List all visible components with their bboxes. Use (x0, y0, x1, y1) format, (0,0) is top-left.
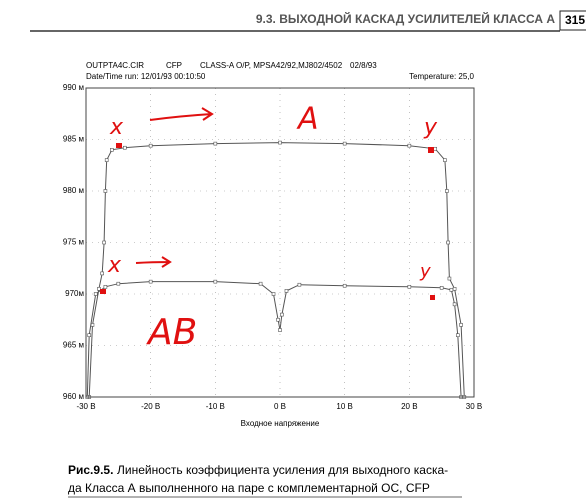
point-marker (102, 240, 106, 245)
point-marker (116, 281, 121, 286)
marker-dot (100, 289, 106, 294)
point-marker (213, 279, 218, 284)
y-tick-label: 985 м (63, 135, 84, 144)
point-marker (452, 302, 457, 307)
x-tick-label: 0 В (274, 402, 286, 411)
y-tick-label: 970м (65, 289, 84, 298)
point-marker (449, 288, 454, 292)
y-tick-label: 980 м (63, 186, 84, 195)
point-marker (271, 292, 276, 296)
plot-frame (85, 87, 475, 398)
point-marker (456, 333, 460, 338)
point-marker (97, 287, 101, 291)
caption-line: да Класса А выполненного на паре с компл… (68, 481, 430, 495)
point-marker (148, 143, 153, 148)
section-title: 9.3. ВЫХОДНОЙ КАСКАД УСИЛИТЕЛЕЙ КЛАССА А (256, 11, 555, 26)
y-tick-label: 960 м (63, 392, 84, 401)
point-marker (445, 189, 449, 193)
point-marker (284, 289, 289, 293)
y-tick-label: 975 м (63, 238, 84, 247)
x-tick-label: 30 В (466, 402, 482, 411)
point-marker (278, 328, 282, 332)
point-marker (213, 141, 218, 146)
page-number: 315 (565, 13, 585, 27)
marker-dot (116, 143, 122, 148)
point-marker (407, 284, 412, 289)
point-marker (342, 283, 347, 288)
annotation: y (423, 115, 438, 140)
y-tick-label: 965 м (63, 341, 84, 350)
annotation: y (419, 261, 431, 282)
annotations: x A y x y AB (100, 102, 438, 353)
point-marker (439, 286, 444, 290)
temperature: Temperature: 25,0 (409, 72, 474, 81)
caption-label: Рис.9.5. (68, 463, 113, 477)
x-axis-label: Входное напряжение (241, 419, 320, 428)
mode: CFP (166, 61, 182, 70)
point-marker (103, 189, 108, 193)
series-line (86, 281, 462, 398)
caption-line: Линейность коэффициента усиления для вых… (117, 463, 448, 477)
point-marker (104, 158, 109, 162)
point-marker (148, 279, 153, 284)
y-tick-label: 990 м (63, 83, 84, 92)
point-marker (433, 146, 438, 151)
x-tick-label: 20 В (401, 402, 417, 411)
marker-dot (430, 295, 435, 300)
x-tick-label: -30 В (76, 402, 95, 411)
annotation: A (296, 102, 319, 137)
point-marker (87, 333, 92, 338)
description: CLASS-A O/P, MPSA42/92,MJ802/4502 (200, 61, 343, 70)
annotation: x (109, 115, 124, 140)
point-marker (276, 317, 280, 322)
annotation: AB (146, 312, 197, 353)
point-marker (452, 287, 457, 291)
date: 02/8/93 (350, 61, 377, 70)
point-marker (103, 284, 108, 289)
arrow (149, 107, 214, 121)
run-info: Date/Time run: 12/01/93 00:10:50 (86, 72, 206, 81)
series-line (88, 142, 465, 398)
annotation: x (107, 253, 122, 278)
point-marker (93, 292, 98, 296)
point-marker (258, 281, 263, 286)
x-tick-label: -20 В (141, 402, 160, 411)
point-marker (459, 323, 463, 327)
point-marker (407, 143, 412, 148)
marker-dot (428, 147, 434, 153)
point-marker (446, 240, 450, 245)
point-marker (447, 276, 452, 281)
x-tick-label: 10 В (336, 402, 352, 411)
point-marker (297, 282, 302, 287)
point-marker (443, 158, 447, 162)
arrow (135, 256, 172, 268)
x-tick-label: -10 В (206, 402, 225, 411)
point-marker (100, 271, 104, 276)
point-marker (280, 312, 284, 317)
point-marker (110, 148, 114, 152)
point-marker (342, 141, 347, 146)
plot: 960 м 965 м 970м 975 м 980 м 985 м 990 м -30 В -… (63, 83, 482, 411)
page-number-box (559, 10, 586, 31)
point-marker (278, 140, 282, 145)
point-marker (123, 145, 127, 150)
file-name: OUTPTA4C.CIR (86, 61, 144, 70)
